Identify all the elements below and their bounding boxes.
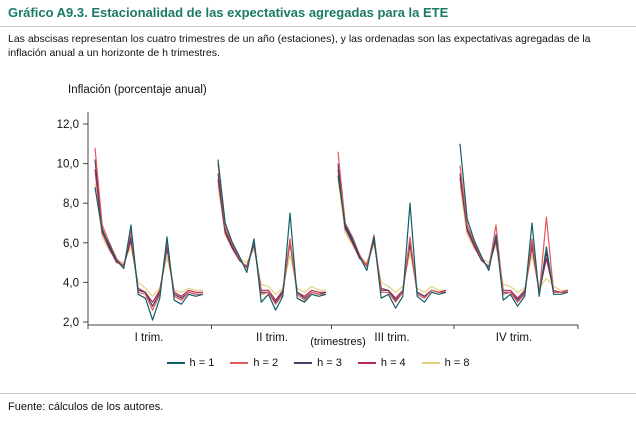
chart-legend: h = 1 h = 2 h = 3 h = 4 h = 8: [0, 357, 636, 369]
legend-item-h=4: h = 4: [357, 357, 406, 369]
series-line-h=4: [94, 169, 203, 303]
series-line-h=4: [337, 169, 447, 299]
series-line-h=8: [94, 183, 203, 297]
legend-item-h=3: h = 3: [294, 357, 342, 369]
source-note: Fuente: cálculos de los autores.: [8, 401, 164, 413]
series-line-h=2: [459, 165, 568, 303]
y-tick-label: 12,0: [57, 119, 79, 131]
series-line-h=8: [217, 185, 326, 295]
series-line-h=2: [217, 163, 326, 305]
series-line-h=8: [337, 179, 446, 293]
y-tick-label: 8,0: [63, 198, 79, 210]
chart-title: Gráfico A9.3. Estacionalidad de las expe…: [8, 5, 449, 20]
series-line-h=3: [94, 159, 203, 307]
chart-subtitle: Las abscisas representan los cuatro trim…: [8, 33, 591, 59]
y-tick-label: 4,0: [63, 277, 79, 289]
series-line-h=3: [217, 173, 327, 303]
series-line-h=1: [94, 187, 204, 321]
legend-item-h=1: h = 1: [166, 357, 215, 369]
series-line-h=1: [337, 175, 447, 309]
y-axis-label: Inflación (porcentaje anual): [68, 84, 207, 96]
legend-swatch: [421, 362, 440, 364]
legend-label: h = 2: [253, 357, 279, 369]
series-line-h=3: [337, 163, 446, 301]
legend-item-h=2: h = 2: [230, 357, 278, 369]
title-divider: [0, 26, 636, 27]
series-line-h=8: [459, 185, 568, 293]
y-tick-label: 2,0: [63, 317, 79, 329]
series-line-h=1: [459, 143, 569, 307]
legend-swatch: [357, 362, 376, 364]
legend-swatch: [166, 362, 185, 364]
series-line-h=1: [217, 159, 327, 311]
x-axis-label: (trimestres): [310, 336, 366, 348]
legend-label: h = 4: [380, 357, 406, 369]
series-line-h=2: [94, 147, 203, 311]
legend-swatch: [230, 362, 249, 364]
footer-divider: [0, 393, 636, 394]
series-line-h=4: [217, 179, 326, 301]
legend-item-h=8: h = 8: [421, 357, 470, 369]
series-line-h=4: [459, 177, 569, 299]
legend-swatch: [294, 362, 313, 364]
y-tick-label: 6,0: [63, 238, 79, 250]
series-line-h=2: [337, 151, 446, 303]
legend-label: h = 3: [317, 357, 342, 369]
y-tick-label: 10,0: [57, 159, 79, 171]
series-line-h=3: [459, 173, 568, 301]
legend-label: h = 8: [444, 357, 470, 369]
legend-label: h = 1: [189, 357, 215, 369]
